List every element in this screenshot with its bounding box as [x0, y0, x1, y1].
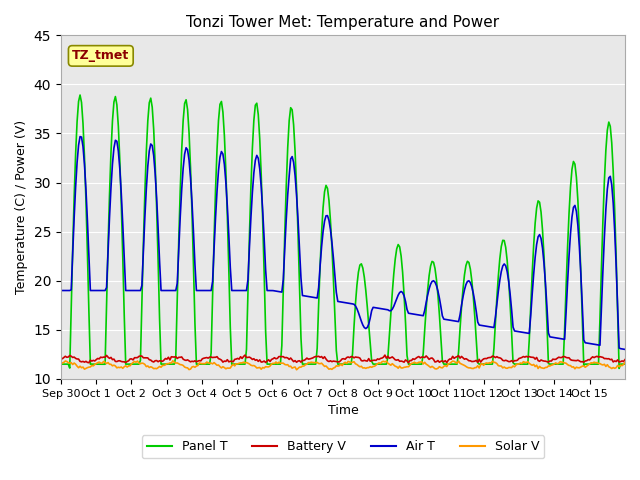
Panel T: [461, 272, 468, 278]
Solar V: [76, 363, 84, 369]
Line: Solar V: Solar V: [61, 361, 625, 370]
Battery V: [404, 360, 412, 366]
Air T: [461, 287, 468, 293]
Air T: [77, 134, 85, 140]
Battery V: [349, 354, 356, 360]
Solar V: [621, 360, 629, 365]
Air T: [621, 347, 629, 352]
Air T: [95, 288, 103, 293]
Panel T: [620, 361, 627, 367]
Battery V: [620, 359, 627, 364]
Battery V: [94, 356, 102, 361]
Air T: [57, 288, 65, 293]
Line: Panel T: Panel T: [61, 95, 625, 369]
Air T: [618, 346, 626, 352]
Panel T: [545, 360, 552, 366]
Solar V: [94, 360, 102, 366]
Panel T: [95, 361, 103, 367]
Battery V: [57, 356, 65, 362]
Line: Air T: Air T: [61, 137, 625, 349]
Panel T: [349, 351, 356, 357]
Solar V: [546, 363, 554, 369]
Text: TZ_tmet: TZ_tmet: [72, 49, 129, 62]
Solar V: [462, 363, 470, 369]
Air T: [76, 134, 84, 140]
Solar V: [620, 361, 627, 367]
X-axis label: Time: Time: [328, 404, 358, 417]
Line: Battery V: Battery V: [61, 355, 625, 363]
Title: Tonzi Tower Met: Temperature and Power: Tonzi Tower Met: Temperature and Power: [186, 15, 499, 30]
Panel T: [615, 366, 623, 372]
Battery V: [462, 356, 470, 361]
Solar V: [350, 359, 358, 365]
Battery V: [76, 359, 84, 364]
Battery V: [621, 357, 629, 362]
Air T: [349, 301, 356, 307]
Battery V: [546, 358, 554, 364]
Solar V: [292, 367, 300, 372]
Battery V: [241, 352, 249, 358]
Panel T: [76, 92, 84, 98]
Panel T: [621, 361, 629, 367]
Y-axis label: Temperature (C) / Power (V): Temperature (C) / Power (V): [15, 120, 28, 294]
Panel T: [57, 361, 65, 367]
Legend: Panel T, Battery V, Air T, Solar V: Panel T, Battery V, Air T, Solar V: [141, 435, 545, 458]
Air T: [545, 330, 552, 336]
Solar V: [169, 358, 177, 364]
Solar V: [57, 361, 65, 367]
Panel T: [77, 99, 85, 105]
